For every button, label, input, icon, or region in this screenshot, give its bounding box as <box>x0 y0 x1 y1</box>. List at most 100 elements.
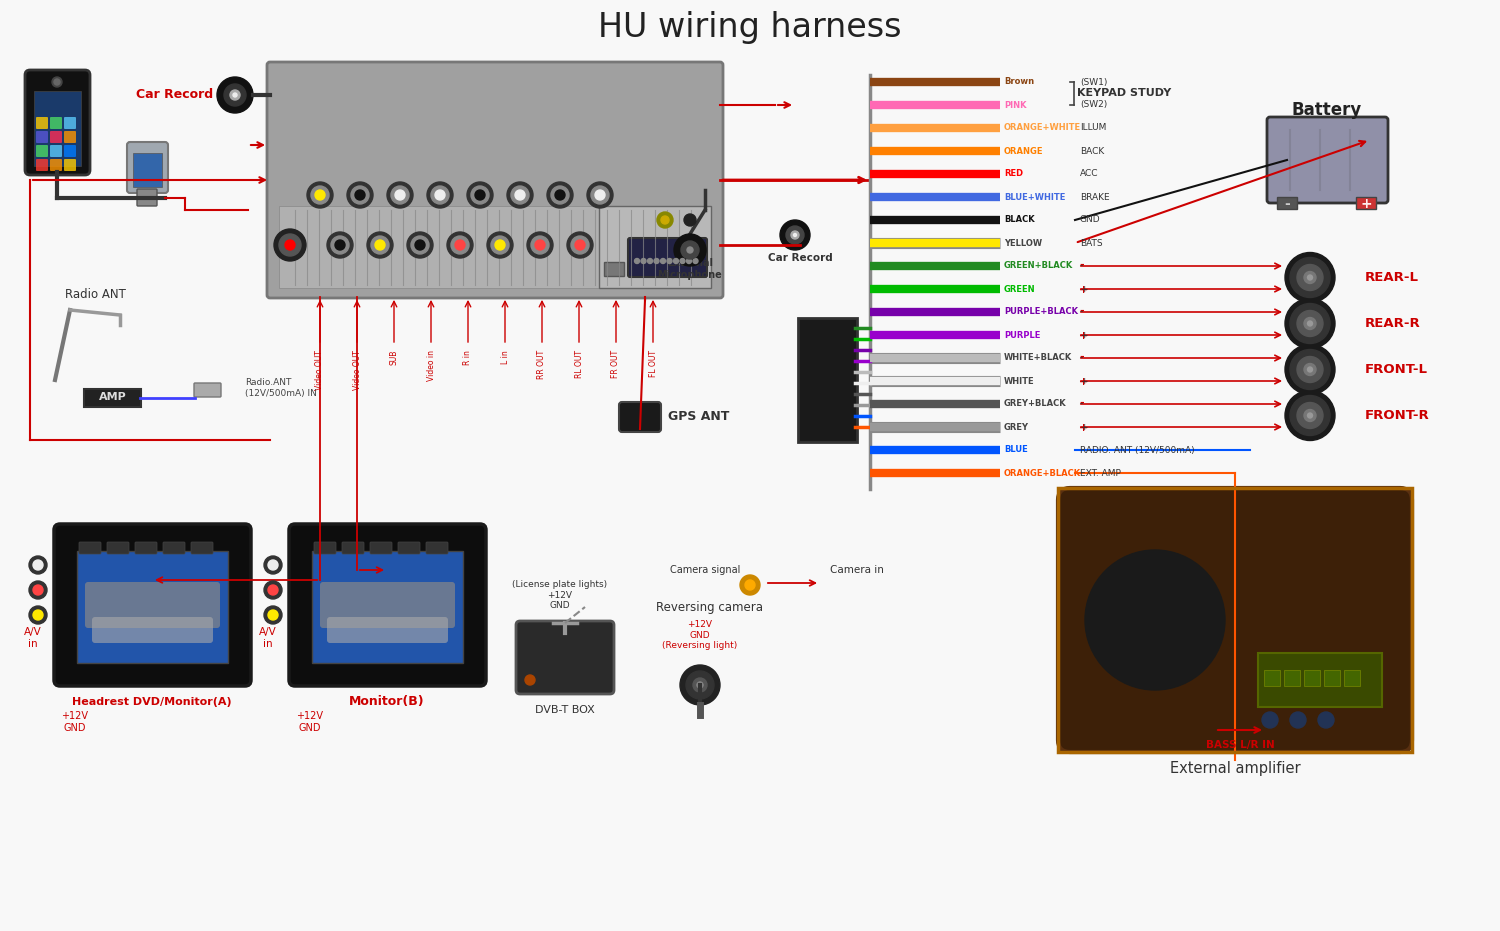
Text: +: + <box>1078 331 1088 341</box>
FancyBboxPatch shape <box>64 145 76 157</box>
Text: DVB-T BOX: DVB-T BOX <box>536 705 596 715</box>
Circle shape <box>495 240 506 250</box>
Circle shape <box>1308 275 1312 280</box>
Text: -: - <box>1080 399 1083 409</box>
Circle shape <box>435 190 445 200</box>
FancyBboxPatch shape <box>1264 670 1280 686</box>
Circle shape <box>454 240 465 250</box>
Text: GREY: GREY <box>1004 423 1029 431</box>
Circle shape <box>1304 363 1316 375</box>
Text: Video in: Video in <box>426 350 435 381</box>
Circle shape <box>1286 344 1335 395</box>
Circle shape <box>686 671 714 699</box>
Text: (SW2): (SW2) <box>1080 101 1107 110</box>
Text: AMP: AMP <box>99 392 128 402</box>
FancyBboxPatch shape <box>1058 488 1412 752</box>
FancyBboxPatch shape <box>1356 197 1376 209</box>
FancyBboxPatch shape <box>620 402 662 432</box>
Circle shape <box>548 182 573 208</box>
Circle shape <box>555 190 566 200</box>
FancyBboxPatch shape <box>279 206 711 288</box>
Text: +: + <box>1360 197 1372 211</box>
FancyBboxPatch shape <box>1344 670 1360 686</box>
Text: -: - <box>1078 260 1083 270</box>
Circle shape <box>507 182 532 208</box>
Text: FRONT-R: FRONT-R <box>1365 409 1430 422</box>
FancyBboxPatch shape <box>312 551 464 663</box>
Circle shape <box>264 606 282 624</box>
Circle shape <box>346 182 374 208</box>
Text: GREEN+BLACK: GREEN+BLACK <box>1004 262 1074 271</box>
Circle shape <box>268 560 278 570</box>
Circle shape <box>1298 402 1323 428</box>
Text: Video OUT: Video OUT <box>315 350 324 390</box>
Circle shape <box>368 232 393 258</box>
Circle shape <box>1132 598 1178 642</box>
Circle shape <box>310 186 328 204</box>
FancyBboxPatch shape <box>36 145 48 157</box>
Circle shape <box>1290 396 1330 436</box>
Text: +12V
GND: +12V GND <box>297 711 324 733</box>
FancyBboxPatch shape <box>1284 670 1300 686</box>
Text: +: + <box>1080 285 1088 293</box>
Text: EXT. AMP: EXT. AMP <box>1080 468 1120 478</box>
Circle shape <box>53 77 62 87</box>
Circle shape <box>684 214 696 226</box>
Circle shape <box>334 240 345 250</box>
Circle shape <box>526 232 554 258</box>
FancyBboxPatch shape <box>290 524 486 686</box>
Text: +: + <box>1078 285 1088 295</box>
Circle shape <box>1262 712 1278 728</box>
Circle shape <box>452 236 470 254</box>
Circle shape <box>746 580 754 590</box>
Circle shape <box>1144 610 1166 630</box>
Circle shape <box>681 241 699 259</box>
FancyBboxPatch shape <box>598 206 711 288</box>
Text: +12V
GND
(Reversing light): +12V GND (Reversing light) <box>663 620 738 650</box>
Text: BLUE+WHITE: BLUE+WHITE <box>1004 193 1065 201</box>
Text: +: + <box>1078 377 1088 387</box>
Circle shape <box>1298 357 1323 383</box>
FancyBboxPatch shape <box>1268 117 1388 203</box>
FancyBboxPatch shape <box>36 131 48 143</box>
Circle shape <box>1290 304 1330 344</box>
FancyBboxPatch shape <box>50 117 62 129</box>
Text: RED: RED <box>1004 169 1023 179</box>
FancyBboxPatch shape <box>327 617 448 643</box>
FancyBboxPatch shape <box>314 542 336 554</box>
FancyBboxPatch shape <box>50 145 62 157</box>
Circle shape <box>54 79 60 85</box>
Circle shape <box>794 234 796 236</box>
Text: -: - <box>1078 306 1083 316</box>
Circle shape <box>268 610 278 620</box>
FancyBboxPatch shape <box>54 524 250 686</box>
FancyBboxPatch shape <box>194 383 220 397</box>
Circle shape <box>427 182 453 208</box>
Text: -: - <box>1080 354 1083 362</box>
Circle shape <box>668 259 672 263</box>
Circle shape <box>327 232 352 258</box>
Text: FRONT-L: FRONT-L <box>1365 363 1428 376</box>
Circle shape <box>476 190 484 200</box>
Circle shape <box>1304 272 1316 284</box>
Circle shape <box>466 182 494 208</box>
Circle shape <box>1286 390 1335 440</box>
Circle shape <box>591 186 609 204</box>
Circle shape <box>33 585 44 595</box>
FancyBboxPatch shape <box>190 542 213 554</box>
Circle shape <box>531 236 549 254</box>
Text: R in: R in <box>464 350 472 365</box>
Text: BATS: BATS <box>1080 238 1102 248</box>
Circle shape <box>274 229 306 261</box>
Circle shape <box>687 247 693 253</box>
Text: GPS ANT: GPS ANT <box>668 411 729 424</box>
Text: A/V
in: A/V in <box>260 627 278 649</box>
Circle shape <box>1298 264 1323 290</box>
FancyBboxPatch shape <box>342 542 364 554</box>
Circle shape <box>680 259 686 263</box>
Text: BLACK: BLACK <box>1004 215 1035 224</box>
Text: RADIO. ANT (12V/500mA): RADIO. ANT (12V/500mA) <box>1080 446 1194 454</box>
Circle shape <box>1286 252 1335 303</box>
FancyBboxPatch shape <box>136 189 158 206</box>
Text: +: + <box>1078 423 1088 433</box>
